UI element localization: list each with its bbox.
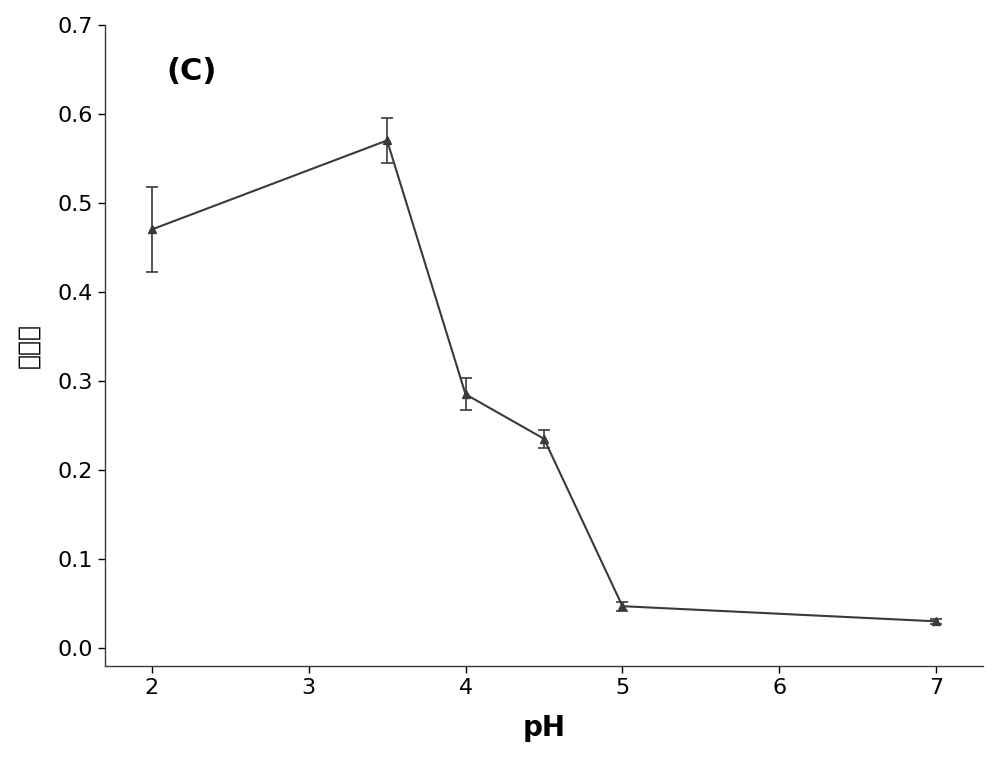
X-axis label: pH: pH [522, 714, 565, 742]
Y-axis label: 吸光度: 吸光度 [17, 323, 41, 368]
Text: (C): (C) [166, 57, 217, 86]
